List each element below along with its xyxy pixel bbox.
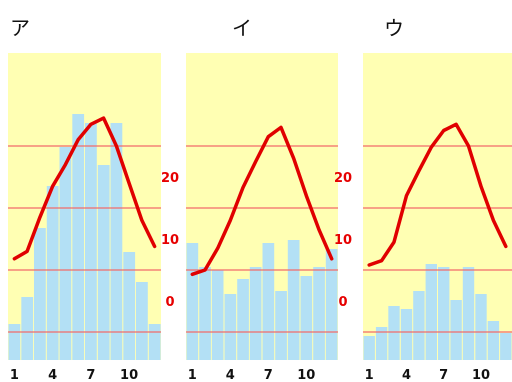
panel-3-precip-bar-3 [388, 306, 400, 360]
panel-3-y-tick-0: 0 [338, 295, 347, 310]
panel-3-y-tick-20: 20 [334, 171, 352, 186]
panel-2-precip-bar-3 [211, 270, 224, 360]
panel-3-x-tick-10: 10 [472, 368, 490, 382]
panel-1-precip-bar-3 [34, 228, 46, 360]
panel-2-background [186, 53, 338, 360]
panel-1-x-tick-10: 10 [120, 368, 138, 382]
panel-1-precip-bar-12 [148, 324, 161, 360]
panel-1-precip-bar-4 [46, 186, 59, 360]
panel-1-precip-bar-2 [21, 297, 34, 360]
panel-1-precip-bar-6 [72, 114, 85, 360]
panel-2-precip-bar-6 [249, 267, 262, 360]
panel-3-precip-bar-5 [413, 291, 425, 360]
panel-3-precip-bar-10 [475, 294, 487, 360]
panel-3-y-tick-10: 10 [334, 233, 352, 248]
panel-1-precip-bar-11 [136, 282, 148, 360]
panel-2-y-tick-20: 20 [161, 171, 179, 186]
panel-1-precip-bar-8 [97, 165, 110, 360]
panel-3-precip-bar-8 [450, 300, 462, 360]
panel-2-title: イ [232, 16, 252, 40]
panel-2-precip-bar-12 [325, 249, 338, 360]
panel-2-temperature-line [190, 125, 334, 277]
panel-2-y-tick-0: 0 [165, 295, 174, 310]
panel-2-precip-bar-7 [262, 243, 275, 360]
panel-1-precip-bar-5 [59, 147, 72, 360]
panel-2-precip-bar-11 [313, 267, 325, 360]
panel-2-precip-bar-5 [237, 279, 249, 360]
panel-2-x-tick-7: 7 [264, 368, 273, 382]
panel-1-title: ア [10, 16, 30, 40]
panel-1-precip-bar-1 [8, 324, 21, 360]
panel-2-x-tick-10: 10 [297, 368, 315, 382]
panel-2-x-tick-1: 1 [188, 368, 197, 382]
panel-2-y-tick-10: 10 [161, 233, 179, 248]
panel-3-precip-bar-7 [438, 267, 450, 360]
panel-3-precip-bar-1 [363, 336, 375, 360]
panel-2-precip-bar-1 [186, 243, 199, 360]
panel-3-temperature-line [367, 122, 508, 267]
panel-3-x-tick-7: 7 [439, 368, 448, 382]
panel-3-x-tick-1: 1 [365, 368, 374, 382]
panel-3-x-tick-4: 4 [402, 368, 411, 382]
panel-1-precip-bar-10 [123, 252, 136, 360]
panel-1-x-tick-7: 7 [86, 368, 95, 382]
panel-2-precip-bar-2 [199, 267, 211, 360]
panel-1-x-tick-4: 4 [48, 368, 57, 382]
panel-2-x-tick-4: 4 [226, 368, 235, 382]
panel-3-precip-bar-11 [487, 321, 500, 360]
panel-3-title: ウ [384, 16, 404, 40]
panel-2-precip-bar-4 [224, 294, 237, 360]
panel-3-precip-bar-4 [400, 309, 413, 360]
panel-3-precip-bar-12 [500, 333, 512, 360]
panel-2-precip-bar-8 [275, 291, 287, 360]
panel-2-precip-bar-9 [287, 240, 300, 360]
panel-3-precip-bar-9 [462, 267, 475, 360]
panel-1-precip-bar-7 [85, 123, 97, 360]
panel-1-x-tick-1: 1 [10, 368, 19, 382]
panel-1-temperature-line [12, 116, 157, 261]
panel-3-precip-bar-2 [375, 327, 388, 360]
panel-3-precip-bar-6 [425, 264, 437, 360]
panel-1-precip-bar-9 [110, 123, 123, 360]
panel-2-precip-bar-10 [300, 276, 313, 360]
